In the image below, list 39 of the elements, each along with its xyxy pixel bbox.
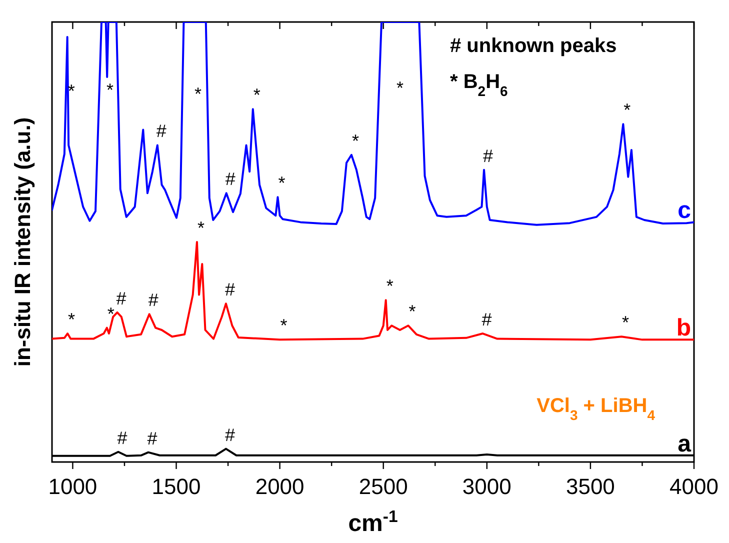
series-label: c [678, 197, 691, 224]
x-tick-label: 1000 [48, 474, 98, 499]
x-tick-label: 4000 [670, 474, 718, 499]
annotation: # [224, 424, 235, 445]
annotation: * [280, 316, 288, 336]
annotation: * [106, 80, 114, 100]
annotation: # [224, 280, 235, 300]
x-tick-label: 2000 [255, 474, 304, 499]
annotation: * [197, 218, 204, 238]
y-axis-title: in-situ IR intensity (a.u.) [10, 117, 35, 367]
annotation: # [116, 288, 126, 308]
annotation: * [624, 100, 631, 120]
annotation: * [107, 304, 114, 324]
annotation: * [253, 85, 260, 106]
x-tick-label: 1500 [152, 474, 201, 499]
annotation: * [408, 302, 416, 322]
annotation: * B$_{2}$H$_{6}$ [450, 71, 508, 99]
x-tick-label: 3500 [566, 474, 615, 499]
annotation: # [482, 310, 492, 330]
annotation: * [386, 276, 394, 296]
annotation: # [225, 169, 236, 190]
series-label: b [676, 314, 691, 342]
annotation: * [396, 78, 404, 98]
annotation: # [147, 428, 158, 448]
annotation: # unknown peaks [450, 35, 617, 57]
annotation: # [148, 290, 158, 310]
annotation: VCl$_{3}$ + LiBH$_{4}$ [536, 395, 656, 423]
annotation: * [622, 312, 630, 333]
annotation: * [68, 310, 76, 330]
series-label: a [678, 430, 692, 458]
annotation: # [117, 428, 128, 448]
annotation: # [482, 146, 494, 166]
x-tick-label: 3000 [462, 474, 512, 499]
annotation: * [352, 130, 359, 151]
annotation: * [278, 173, 286, 194]
x-tick-label: 2500 [358, 474, 408, 499]
annotation: * [194, 84, 202, 104]
annotation: # [156, 121, 166, 142]
x-axis-title: cm$^{-1}$ [348, 506, 398, 537]
